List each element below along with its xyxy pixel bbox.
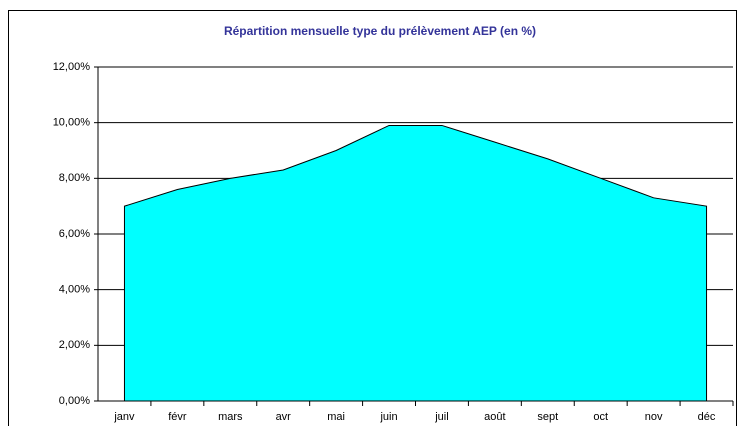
x-tick-label: nov [645,411,663,423]
y-tick-label: 8,00% [59,172,90,184]
y-tick-label: 0,00% [59,395,90,407]
chart-title: Répartition mensuelle type du prélèvemen… [224,24,536,38]
y-tick-label: 6,00% [59,228,90,240]
x-tick-label: sept [537,411,558,423]
y-tick-label: 10,00% [53,117,91,129]
x-tick-label: juin [379,411,397,423]
x-tick-label: janv [113,411,135,423]
x-tick-label: déc [698,411,716,423]
x-tick-label: févr [168,411,187,423]
x-tick-label: avr [276,411,292,423]
y-tick-label: 4,00% [59,284,90,296]
x-tick-label: août [484,411,505,423]
x-tick-label: juil [434,411,448,423]
x-tick-label: mai [327,411,345,423]
area [123,124,708,402]
y-tick-label: 2,00% [59,339,90,351]
x-tick-label: oct [593,411,608,423]
x-tick-label: mars [218,411,243,423]
y-tick-label: 12,00% [53,61,91,73]
